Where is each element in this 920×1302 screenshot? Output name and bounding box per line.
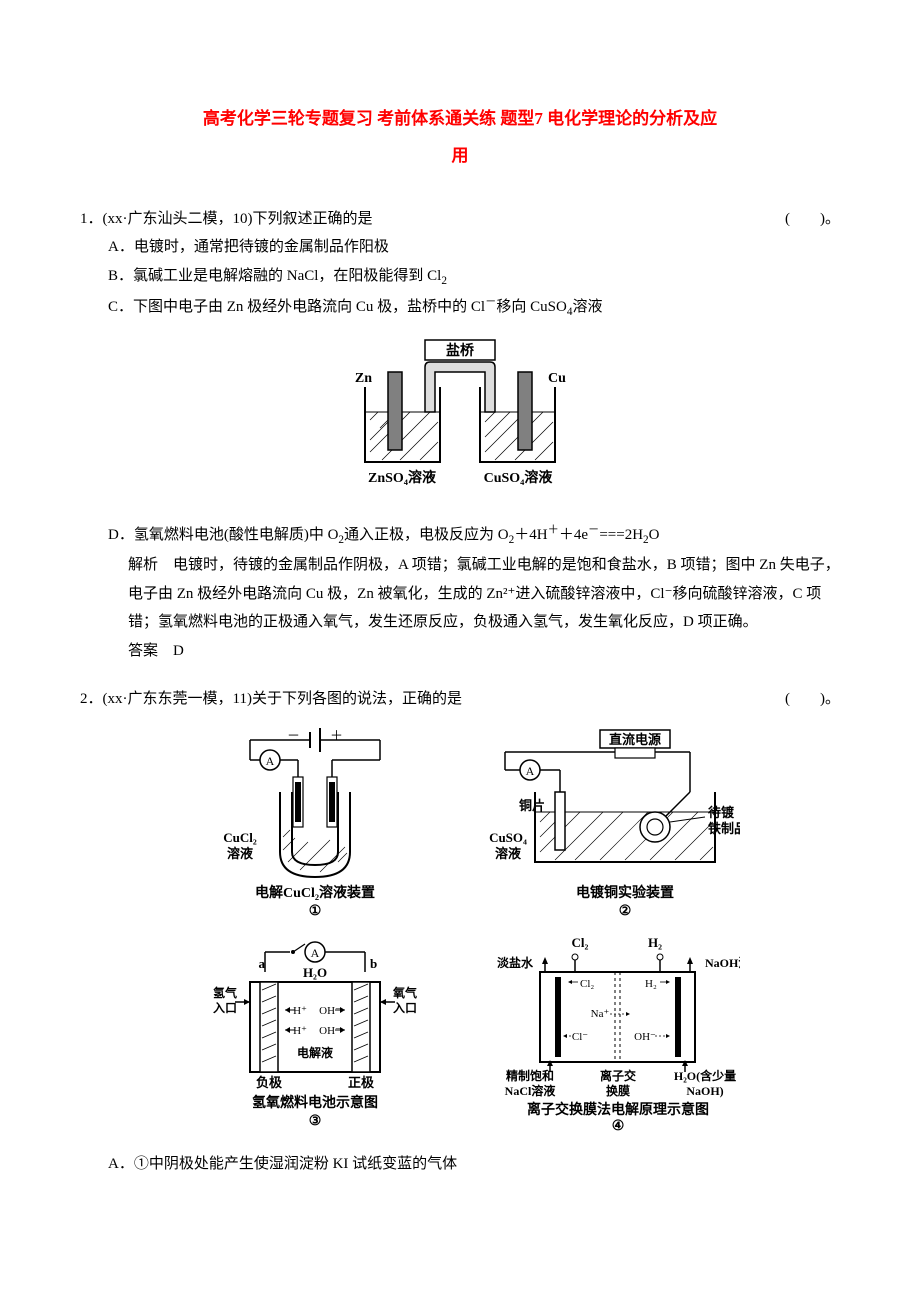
svg-text:Cl₂: Cl₂	[580, 978, 594, 990]
q1-text: (xx·广东汕头二模，10)下列叙述正确的是 ( )。	[103, 205, 840, 234]
q2-four-panel-svg: － ＋ A	[180, 722, 740, 1132]
svg-text:H₂O(含少量: H₂O(含少量	[674, 1068, 736, 1083]
svg-text:OH⁻: OH⁻	[319, 1025, 341, 1037]
svg-text:换膜: 换膜	[606, 1083, 630, 1098]
q2-number: 2．	[80, 685, 103, 714]
question-1: 1． (xx·广东汕头二模，10)下列叙述正确的是 ( )。 A．电镀时，通常把…	[80, 205, 840, 666]
q2-option-a: A．①中阴极处能产生使湿润淀粉 KI 试纸变蓝的气体	[80, 1150, 840, 1179]
svg-text:Zn: Zn	[355, 371, 372, 386]
svg-text:离子交换膜法电解原理示意图: 离子交换膜法电解原理示意图	[527, 1101, 709, 1118]
svg-text:Na⁺: Na⁺	[591, 1008, 610, 1020]
svg-text:正极: 正极	[348, 1075, 375, 1090]
svg-text:铁制品: 铁制品	[707, 821, 740, 836]
svg-text:氢气: 氢气	[213, 985, 237, 1000]
svg-text:④: ④	[612, 1119, 625, 1132]
svg-text:NaOH溶液: NaOH溶液	[705, 955, 740, 970]
svg-text:离子交: 离子交	[600, 1068, 636, 1083]
page-title: 高考化学三轮专题复习 考前体系通关练 题型7 电化学理论的分析及应 用	[80, 100, 840, 175]
svg-text:Cu: Cu	[548, 371, 566, 386]
q1-diagram: 盐桥 Zn	[80, 332, 840, 513]
svg-text:OH⁻: OH⁻	[634, 1031, 656, 1043]
svg-text:入口: 入口	[213, 1001, 237, 1015]
svg-text:①: ①	[309, 904, 322, 919]
panel-3: A a b H₂O	[213, 942, 417, 1129]
svg-text:溶液: 溶液	[227, 846, 253, 861]
q2-stem: 2． (xx·广东东莞一模，11)关于下列各图的说法，正确的是 ( )。	[80, 685, 840, 714]
q1-option-d: D．氢氧燃料电池(酸性电解质)中 O2通入正极，电极反应为 O2＋4H＋＋4e－…	[80, 520, 840, 551]
q1-explanation: 解析 电镀时，待镀的金属制品作阴极，A 项错；氯碱工业电解的是饱和食盐水，B 项…	[80, 551, 840, 637]
panel-4: Cl₂ H₂ 淡盐水 NaOH溶液	[497, 935, 740, 1132]
svg-text:H₂: H₂	[648, 935, 662, 950]
svg-text:H₂: H₂	[645, 978, 657, 990]
svg-text:负极: 负极	[256, 1075, 283, 1090]
panel-1: － ＋ A	[223, 728, 380, 919]
svg-text:电解液: 电解液	[297, 1045, 333, 1060]
q1-option-c: C．下图中电子由 Zn 极经外电路流向 Cu 极，盐桥中的 Cl－移向 CuSO…	[80, 292, 840, 323]
svg-text:OH⁻: OH⁻	[319, 1005, 341, 1017]
svg-text:H₂O: H₂O	[303, 965, 327, 980]
svg-text:③: ③	[309, 1114, 322, 1129]
svg-text:b: b	[370, 956, 377, 971]
q1-bracket: ( )。	[785, 205, 840, 234]
panel-2: 直流电源 A	[489, 730, 740, 919]
title-line2: 用	[452, 146, 469, 165]
svg-text:入口: 入口	[393, 1001, 417, 1015]
svg-text:盐桥: 盐桥	[446, 342, 475, 359]
svg-text:②: ②	[619, 904, 632, 919]
q1-option-b: B．氯碱工业是电解熔融的 NaCl，在阳极能得到 Cl2	[80, 262, 840, 292]
svg-text:溶液: 溶液	[495, 846, 521, 861]
q2-diagram: － ＋ A	[80, 722, 840, 1143]
svg-text:A: A	[266, 754, 275, 768]
question-2: 2． (xx·广东东莞一模，11)关于下列各图的说法，正确的是 ( )。 － ＋	[80, 685, 840, 1179]
svg-text:铜片: 铜片	[518, 798, 545, 813]
svg-text:待镀: 待镀	[707, 805, 735, 820]
svg-text:NaCl溶液: NaCl溶液	[505, 1083, 556, 1098]
svg-text:CuSO₄: CuSO₄	[489, 830, 527, 845]
svg-text:电镀铜实验装置: 电镀铜实验装置	[576, 884, 674, 901]
svg-text:H⁺: H⁺	[293, 1005, 307, 1017]
svg-text:A: A	[526, 764, 535, 778]
svg-text:电解CuCl₂溶液装置: 电解CuCl₂溶液装置	[255, 884, 375, 901]
svg-text:H⁺: H⁺	[293, 1025, 307, 1037]
q2-bracket: ( )。	[785, 685, 840, 714]
title-line1: 高考化学三轮专题复习 考前体系通关练 题型7 电化学理论的分析及应	[203, 109, 717, 128]
svg-text:精制饱和: 精制饱和	[506, 1068, 554, 1083]
q1-option-a: A．电镀时，通常把待镀的金属制品作阳极	[80, 233, 840, 262]
q2-text: (xx·广东东莞一模，11)关于下列各图的说法，正确的是 ( )。	[103, 685, 840, 714]
svg-text:CuSO₄溶液: CuSO₄溶液	[484, 469, 554, 486]
svg-text:淡盐水: 淡盐水	[497, 955, 534, 970]
svg-text:NaOH): NaOH)	[686, 1084, 723, 1098]
svg-text:CuCl₂: CuCl₂	[223, 830, 257, 845]
svg-text:Cl⁻: Cl⁻	[572, 1031, 588, 1043]
q1-stem: 1． (xx·广东汕头二模，10)下列叙述正确的是 ( )。	[80, 205, 840, 234]
q1-number: 1．	[80, 205, 103, 234]
galvanic-cell-svg: 盐桥 Zn	[330, 332, 590, 502]
svg-text:a: a	[259, 956, 266, 971]
svg-text:ZnSO₄溶液: ZnSO₄溶液	[368, 469, 437, 486]
svg-text:氢氧燃料电池示意图: 氢氧燃料电池示意图	[252, 1094, 378, 1111]
svg-text:氧气: 氧气	[392, 985, 417, 1000]
q1-answer: 答案 D	[80, 637, 840, 666]
svg-text:A: A	[311, 946, 320, 960]
svg-text:直流电源: 直流电源	[609, 732, 661, 747]
svg-text:Cl₂: Cl₂	[572, 935, 589, 950]
